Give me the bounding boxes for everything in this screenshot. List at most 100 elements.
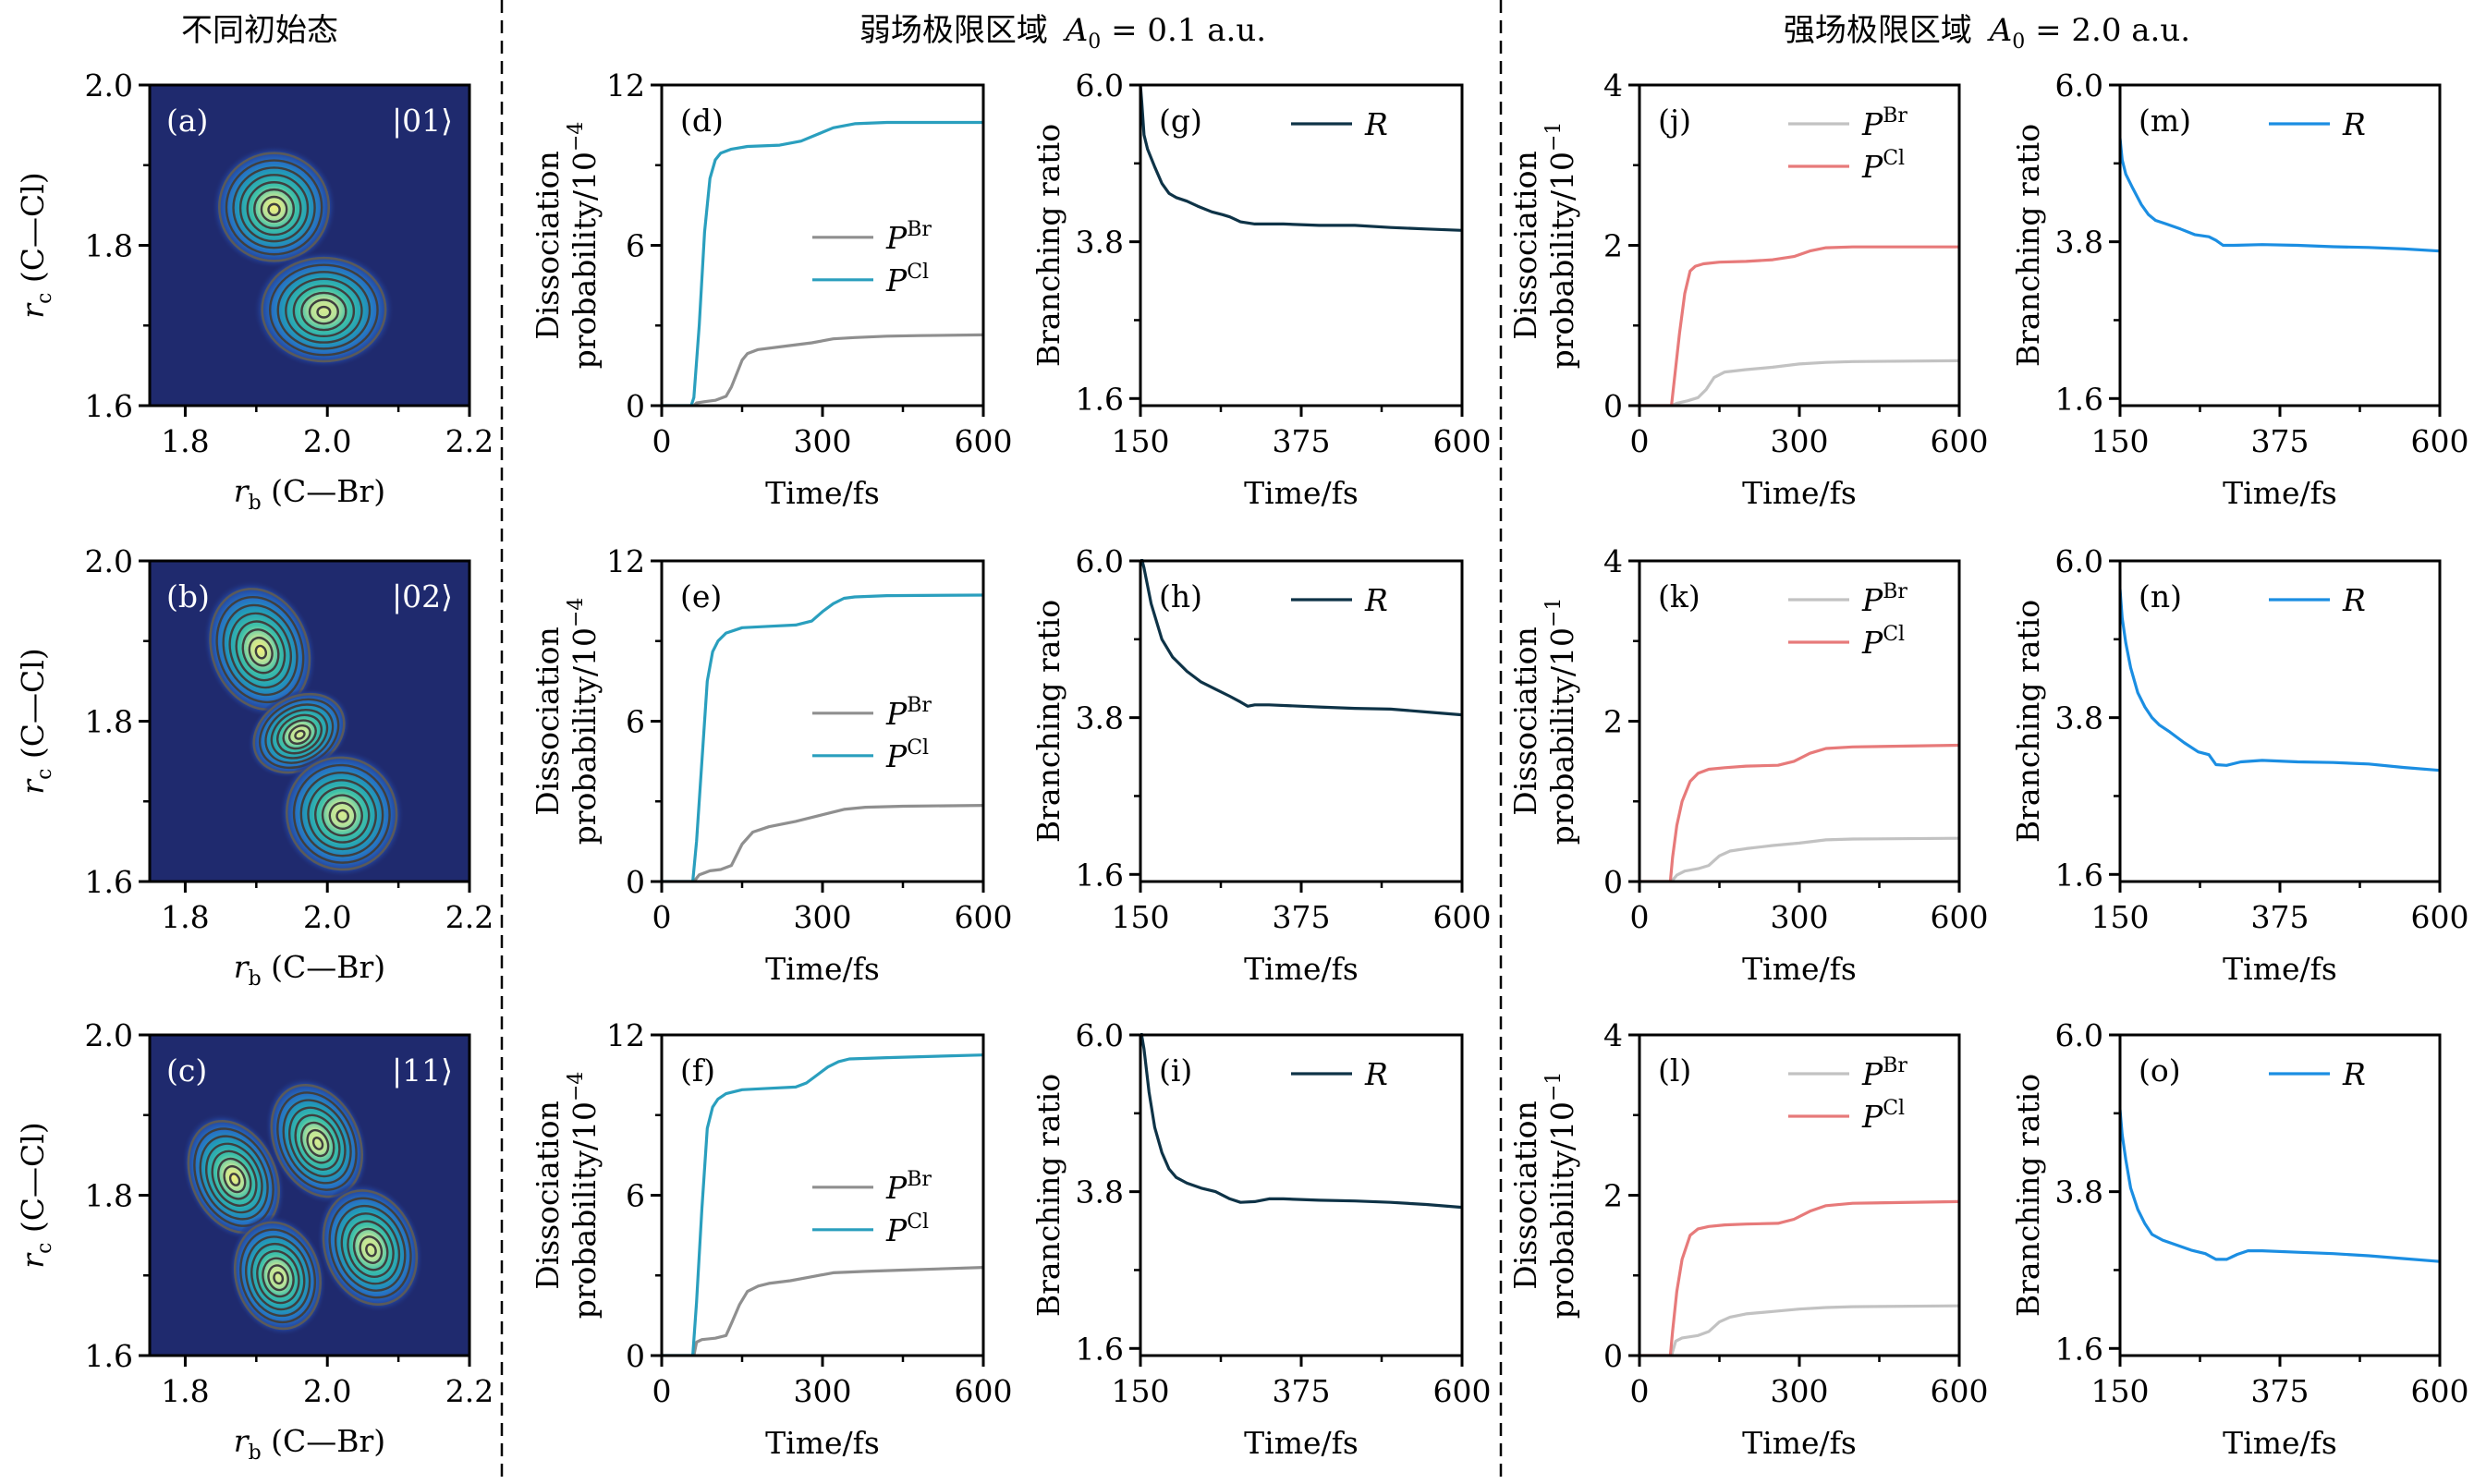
x-axis-label: Time/fs [1742, 1425, 1857, 1461]
panel-label: (b) [166, 578, 210, 614]
legend-label: R [1364, 582, 1388, 618]
contour-line [256, 1249, 300, 1305]
y-axis-label-line1: Dissociation [1507, 151, 1543, 339]
y-tick-label: 3.8 [1076, 700, 1124, 736]
y-tick-label: 4 [1603, 67, 1623, 103]
density-lobe [202, 579, 317, 718]
contour-line [232, 166, 316, 249]
legend-label: PBr [885, 1168, 932, 1206]
x-tick-label: 375 [1273, 899, 1331, 935]
y-tick-label: 12 [606, 543, 645, 579]
panel-m: (m) R 150 375 600 1.6 3.8 6.0 Time/fs Branching r… [2010, 67, 2469, 511]
x-axis-label: Time/fs [2223, 475, 2337, 511]
y-tick-label: 6.0 [2055, 543, 2103, 579]
panel-label: (i) [1159, 1052, 1192, 1089]
plot-area [662, 561, 983, 882]
y-tick-label: 4 [1603, 543, 1623, 579]
contour-line [311, 1137, 324, 1150]
density-lobe [228, 1214, 327, 1336]
state-label: |11⟩ [392, 1052, 453, 1089]
contour-line [235, 620, 286, 682]
x-axis-label: rb (C—Br) [234, 949, 385, 991]
x-tick-label: 150 [1112, 899, 1170, 935]
y-axis-label: Branching ratio [2010, 600, 2046, 843]
legend-label: PCl [885, 736, 929, 774]
panel-e: (e) PBr PCl 0 300 600 0 6 12 Time/fs Dissociation p… [530, 543, 1013, 987]
legend-label: PBr [1861, 1054, 1907, 1092]
weak-field-amp-sub: 0 [1088, 30, 1101, 54]
legend-label: PBr [1861, 580, 1907, 618]
legend-entry: PBr [1788, 104, 1907, 142]
x-tick-label: 2.0 [303, 899, 351, 935]
x-tick-label: 600 [1931, 899, 1989, 935]
series-line-r [1140, 559, 1462, 717]
y-axis-label-line2: probability/10−4 [565, 122, 603, 370]
y-tick-label: 6 [626, 704, 645, 740]
legend-label: R [2342, 582, 2366, 618]
y-axis-label-line2: probability/10−4 [565, 598, 603, 845]
contour-line [238, 174, 310, 243]
x-tick-label: 375 [2251, 423, 2309, 459]
y-tick-label: 1.6 [1076, 381, 1124, 417]
contour-line [241, 628, 280, 675]
x-axis-label: rb (C—Br) [234, 473, 385, 515]
x-tick-label: 300 [794, 1373, 852, 1409]
x-axis-label: Time/fs [1244, 951, 1359, 987]
series-line-p-cl [662, 120, 983, 406]
contour-line [276, 271, 372, 350]
x-axis-label: rb (C—Br) [234, 1423, 385, 1465]
series-line-p-cl [1639, 245, 1959, 406]
contour-line [328, 1197, 412, 1299]
contour-line [261, 256, 387, 363]
legend-label: PBr [1861, 104, 1907, 142]
x-tick-label: 0 [1630, 1373, 1650, 1409]
panel-label: (o) [2139, 1052, 2181, 1089]
panel-label: (a) [166, 103, 208, 139]
state-label: |02⟩ [392, 578, 453, 614]
panel-label: (d) [680, 103, 724, 139]
y-tick-label: 6 [626, 228, 645, 264]
x-tick-label: 300 [1771, 899, 1829, 935]
contour-line [223, 1164, 247, 1194]
series-line-r [1140, 84, 1462, 232]
section-title-weak-field: 弱场极限区域 A0 = 0.1 a.u. [859, 12, 1266, 54]
contour-line [321, 794, 363, 837]
contour-line [246, 181, 302, 237]
contour-line [276, 713, 323, 755]
contour-line [285, 277, 363, 344]
weak-field-amp-value: = 0.1 a.u. [1101, 12, 1266, 49]
density-lobe [264, 1077, 369, 1205]
contour-line [248, 636, 274, 667]
contour-line [222, 603, 299, 697]
contour-line [273, 1271, 285, 1285]
density-lobe [253, 250, 395, 369]
y-axis-label: Branching ratio [1030, 124, 1066, 367]
contour-line [216, 1157, 252, 1200]
y-tick-label: 2.0 [85, 543, 133, 579]
legend-entry: PBr [812, 218, 932, 256]
contour-line [270, 708, 329, 760]
x-axis-label: Time/fs [765, 1425, 880, 1461]
state-label: |01⟩ [392, 103, 453, 139]
series-line-p-cl [662, 593, 983, 882]
contour-line [211, 1149, 258, 1207]
series-line-p-br [1639, 359, 1959, 406]
y-tick-label: 1.6 [85, 864, 133, 900]
legend-entry: R [2269, 106, 2366, 142]
x-tick-label: 150 [1112, 1373, 1170, 1409]
legend-label: PCl [1861, 623, 1905, 661]
panel-label: (f) [680, 1052, 715, 1089]
contour-line [254, 644, 268, 660]
x-axis-label: Time/fs [1244, 1425, 1359, 1461]
y-tick-label: 6.0 [1076, 1017, 1124, 1053]
contour-line [294, 1113, 341, 1171]
contour-line [328, 801, 357, 830]
panel-n: (n) R 150 375 600 1.6 3.8 6.0 Time/fs Branching r… [2010, 543, 2469, 987]
panel-b: (b) |02⟩ 1.8 2.0 2.2 1.6 1.8 2.0 rb (C—Br) rc (C—… [15, 543, 494, 991]
legend-entry: PCl [812, 1210, 929, 1248]
y-tick-label: 0 [1603, 864, 1623, 900]
panel-label: (e) [680, 578, 722, 614]
contour-line [322, 1189, 419, 1306]
panel-g: (g) R 150 375 600 1.6 3.8 6.0 Time/fs Branching r… [1030, 67, 1492, 511]
legend-entry: R [1291, 106, 1388, 142]
